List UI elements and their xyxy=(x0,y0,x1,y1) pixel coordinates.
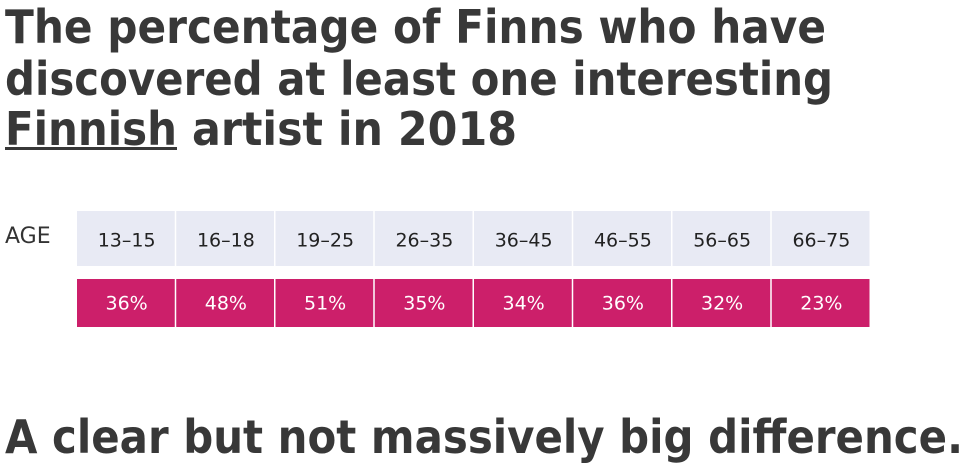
percent-cell xyxy=(77,279,175,327)
underline xyxy=(5,147,177,150)
percent-cell xyxy=(771,279,870,327)
percent-cell xyxy=(176,279,274,327)
percent-cell xyxy=(474,279,572,327)
percent-label: 23% xyxy=(800,293,842,315)
percent-label: 36% xyxy=(602,293,644,315)
age-cell xyxy=(672,211,771,266)
age-cell xyxy=(275,211,374,266)
age-label: 13–15 xyxy=(98,230,156,252)
percent-cell xyxy=(573,279,671,327)
age-cell xyxy=(176,211,274,266)
row-label: AGE xyxy=(5,224,51,249)
percent-label: 48% xyxy=(205,293,247,315)
age-label: 19–25 xyxy=(296,230,354,252)
percent-label: 51% xyxy=(304,293,346,315)
age-label: 56–65 xyxy=(693,230,751,252)
age-label: 46–55 xyxy=(594,230,652,252)
table: 13–15 36% 16–18 48% 19–25 51% 26–35 35% 36–45 34%… xyxy=(77,211,870,327)
age-cell xyxy=(573,211,671,266)
percent-cell xyxy=(374,279,473,327)
percent-label: 36% xyxy=(106,293,148,315)
percent-label: 32% xyxy=(701,293,743,315)
age-label: 36–45 xyxy=(495,230,553,252)
age-label: 26–35 xyxy=(395,230,453,252)
age-label: 16–18 xyxy=(197,230,255,252)
age-cell xyxy=(77,211,175,266)
age-cell xyxy=(474,211,572,266)
title-line: discovered at least one interesting xyxy=(5,52,833,106)
title-line: The percentage of Finns who have xyxy=(5,0,826,54)
age-label: 66–75 xyxy=(792,230,850,252)
percent-cell xyxy=(275,279,374,327)
conclusion: A clear but not massively big difference… xyxy=(5,410,963,464)
age-cell xyxy=(771,211,870,266)
percent-label: 34% xyxy=(503,293,545,315)
percent-cell xyxy=(672,279,771,327)
percent-label: 35% xyxy=(403,293,445,315)
title-line: artist in 2018 xyxy=(192,102,517,156)
age-cell xyxy=(374,211,473,266)
